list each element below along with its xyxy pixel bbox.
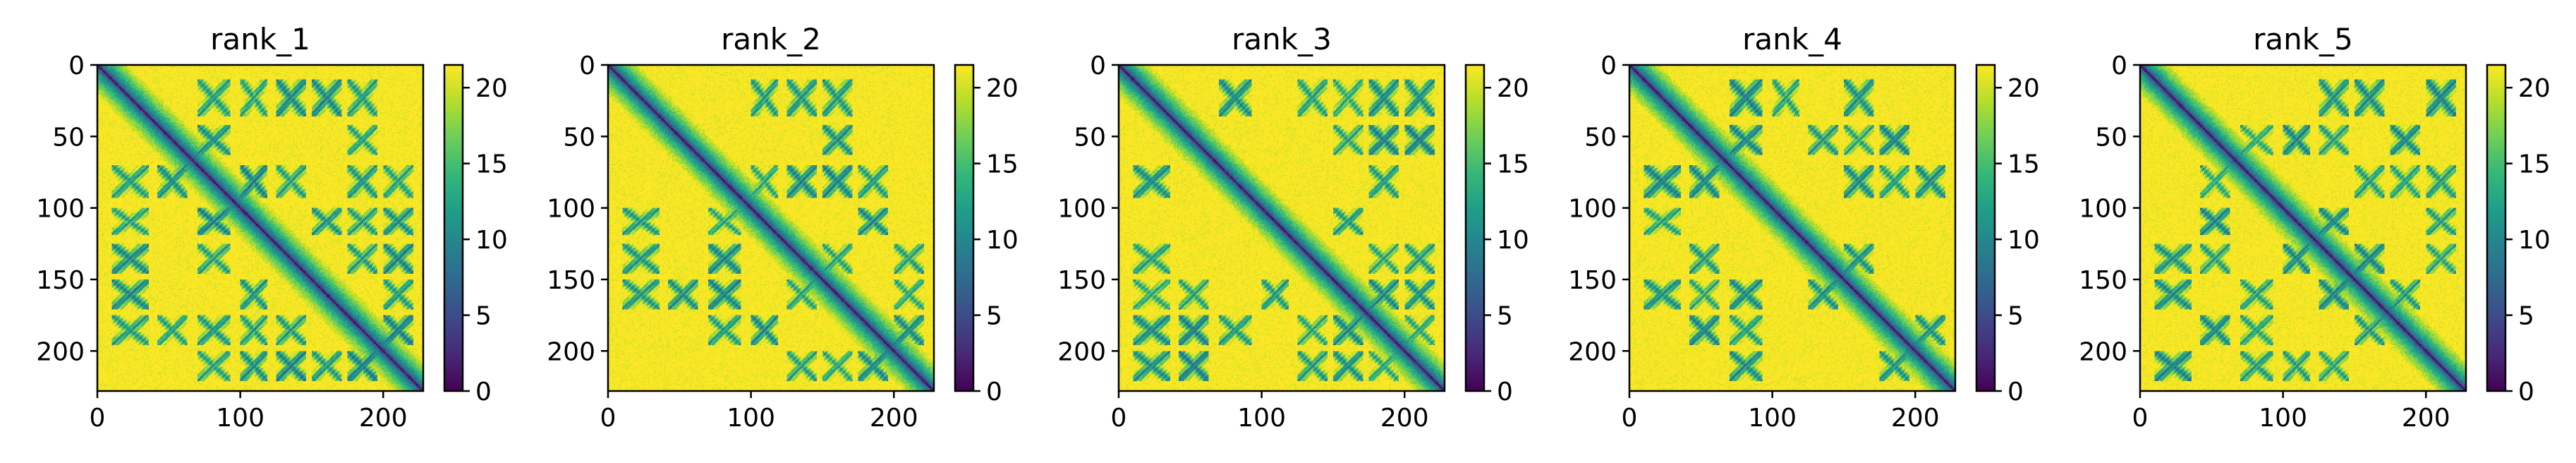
panel-1: rank_1 0 50 100 150 200 0 100 200 0 5 10 15 20 <box>36 22 508 433</box>
y-tick-label: 100 <box>547 195 595 224</box>
colorbar-tick-label: 10 <box>986 226 1019 255</box>
y-tick-label: 200 <box>547 337 595 366</box>
colorbar-tick-label: 5 <box>1497 302 1513 331</box>
colorbar-frame <box>954 64 975 392</box>
y-tick-label: 50 <box>1584 123 1617 152</box>
panel-5: rank_5 0 50 100 150 200 0 100 200 0 5 10 15 20 <box>2079 22 2551 433</box>
x-tick-label: 100 <box>727 404 775 433</box>
colorbar-tick-label: 15 <box>2007 150 2040 179</box>
colorbar-tick-label: 5 <box>2007 302 2024 331</box>
x-tick-label: 200 <box>1380 404 1429 433</box>
colorbar-tick-label: 15 <box>2518 150 2551 179</box>
y-tick-label: 150 <box>547 266 595 295</box>
y-tick-label: 150 <box>2079 266 2127 295</box>
y-tick-label: 0 <box>1090 52 1106 80</box>
y-tick-label: 0 <box>1600 52 1617 80</box>
panel-title: rank_5 <box>2253 22 2353 56</box>
colorbar-tick-label: 0 <box>986 378 1002 407</box>
colorbar <box>444 65 463 391</box>
y-tick-label: 0 <box>579 52 595 80</box>
distance-heatmap <box>608 65 934 391</box>
x-tick-label: 100 <box>2259 404 2307 433</box>
distance-heatmap <box>2140 65 2466 391</box>
colorbar-frame <box>443 64 464 392</box>
y-tick-label: 150 <box>1568 266 1617 295</box>
colorbar-frame <box>1464 64 1486 392</box>
colorbar-frame <box>1975 64 1996 392</box>
colorbar-tick-label: 5 <box>2518 302 2534 331</box>
axes-frame <box>1117 64 1446 392</box>
panel-3: rank_3 0 50 100 150 200 0 100 200 0 5 10 15 20 <box>1057 22 1529 433</box>
y-tick-label: 200 <box>36 337 85 366</box>
x-tick-label: 100 <box>1748 404 1797 433</box>
y-tick-label: 150 <box>1057 266 1106 295</box>
x-tick-label: 200 <box>359 404 408 433</box>
y-tick-label: 0 <box>2111 52 2127 80</box>
x-tick-label: 0 <box>1111 404 1127 433</box>
axes-frame <box>96 64 425 392</box>
panel-title: rank_4 <box>1742 22 1842 56</box>
y-tick-label: 200 <box>1057 337 1106 366</box>
x-tick-label: 0 <box>1622 404 1638 433</box>
colorbar <box>1466 65 1484 391</box>
colorbar-frame <box>2486 64 2507 392</box>
y-tick-label: 50 <box>1074 123 1106 152</box>
colorbar-tick-label: 5 <box>475 302 492 331</box>
axes-frame <box>2139 64 2467 392</box>
x-tick-label: 100 <box>1237 404 1286 433</box>
colorbar-tick-label: 10 <box>2518 226 2551 255</box>
colorbar-tick-label: 20 <box>475 74 508 103</box>
colorbar-tick-label: 15 <box>475 150 508 179</box>
colorbar <box>955 65 973 391</box>
distance-heatmap <box>1119 65 1445 391</box>
y-tick-label: 200 <box>2079 337 2127 366</box>
y-tick-label: 50 <box>52 123 85 152</box>
x-tick-label: 0 <box>90 404 106 433</box>
distance-heatmap <box>97 65 423 391</box>
x-tick-label: 100 <box>216 404 265 433</box>
y-tick-label: 100 <box>1568 195 1617 224</box>
x-tick-label: 200 <box>2402 404 2450 433</box>
distance-heatmap <box>1629 65 1955 391</box>
y-tick-label: 0 <box>68 52 85 80</box>
y-tick-label: 50 <box>2095 123 2127 152</box>
colorbar-tick-label: 0 <box>475 378 492 407</box>
panel-2: rank_2 0 50 100 150 200 0 100 200 0 5 10 15 20 <box>547 22 1019 433</box>
colorbar-tick-label: 10 <box>2007 226 2040 255</box>
colorbar-tick-label: 15 <box>986 150 1019 179</box>
x-tick-label: 0 <box>2132 404 2149 433</box>
colorbar-tick-label: 10 <box>1497 226 1529 255</box>
colorbar-tick-label: 20 <box>2007 74 2040 103</box>
y-tick-label: 200 <box>1568 337 1617 366</box>
colorbar-tick-label: 20 <box>2518 74 2551 103</box>
colorbar-tick-label: 15 <box>1497 150 1529 179</box>
panel-title: rank_2 <box>721 22 821 56</box>
axes-frame <box>1628 64 1957 392</box>
x-tick-label: 200 <box>1891 404 1940 433</box>
colorbar-tick-label: 0 <box>1497 378 1513 407</box>
y-tick-label: 100 <box>36 195 85 224</box>
colorbar-tick-label: 0 <box>2518 378 2534 407</box>
colorbar <box>1976 65 1995 391</box>
colorbar-tick-label: 20 <box>1497 74 1529 103</box>
x-tick-label: 0 <box>600 404 616 433</box>
y-tick-label: 150 <box>36 266 85 295</box>
colorbar-tick-label: 0 <box>2007 378 2024 407</box>
colorbar-tick-label: 10 <box>475 226 508 255</box>
y-tick-label: 100 <box>1057 195 1106 224</box>
panel-title: rank_1 <box>210 22 310 56</box>
y-tick-label: 50 <box>563 123 595 152</box>
panel-title: rank_3 <box>1232 22 1332 56</box>
colorbar-tick-label: 20 <box>986 74 1019 103</box>
colorbar-tick-label: 5 <box>986 302 1002 331</box>
x-tick-label: 200 <box>870 404 918 433</box>
axes-frame <box>607 64 935 392</box>
panel-4: rank_4 0 50 100 150 200 0 100 200 0 5 10 15 20 <box>1568 22 2040 433</box>
colorbar <box>2487 65 2505 391</box>
y-tick-label: 100 <box>2079 195 2127 224</box>
